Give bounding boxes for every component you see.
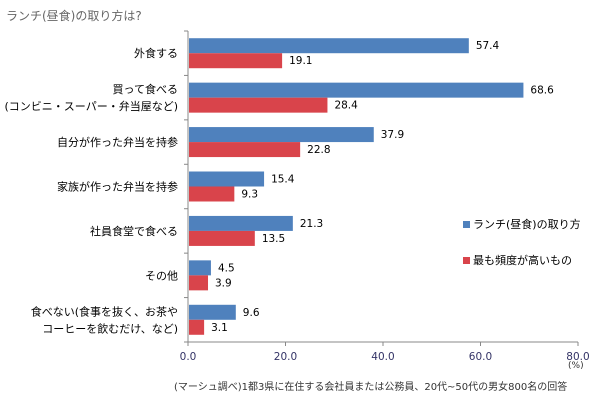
bar	[189, 319, 205, 335]
chart-title: ランチ(昼食)の取り方は?	[6, 9, 142, 23]
category-label: 家族が作った弁当を持参	[57, 180, 178, 194]
legend-swatch	[463, 220, 470, 228]
category-label: 食べない(食事を抜く、お茶や	[31, 304, 178, 318]
bar	[189, 97, 328, 113]
legend-item-series-1: ランチ(昼食)の取り方	[463, 216, 581, 232]
x-tick-label: 0.0	[180, 351, 197, 363]
category-label: 買って食べる	[113, 82, 178, 96]
x-tick-label: 20.0	[274, 351, 297, 363]
bar	[189, 260, 211, 276]
category-label: 自分が作った弁当を持参	[57, 135, 178, 149]
bar	[189, 53, 283, 69]
bar	[189, 38, 469, 54]
x-tick-label: 60.0	[469, 351, 492, 363]
legend-label: 最も頻度が高いもの	[473, 254, 572, 267]
legend-label: ランチ(昼食)の取り方	[473, 218, 581, 231]
data-label: 3.9	[215, 277, 232, 289]
data-label: 22.8	[307, 144, 330, 156]
data-label: 28.4	[334, 100, 358, 112]
bar	[189, 215, 293, 231]
category-label: 社員食堂で食べる	[90, 224, 178, 238]
x-tick-label: 40.0	[371, 351, 394, 363]
data-label: 4.5	[218, 262, 235, 274]
category-label: その他	[145, 269, 178, 282]
bar	[189, 142, 301, 158]
category-label: (コンビニ・スーパー・弁当屋など)	[5, 99, 178, 113]
data-label: 19.1	[289, 55, 312, 67]
category-label: 外食する	[134, 46, 178, 60]
bar	[189, 275, 209, 291]
legend-item-series-2: 最も頻度が高いもの	[463, 252, 572, 268]
data-label: 57.4	[476, 40, 500, 52]
data-label: 13.5	[262, 233, 285, 245]
bar	[189, 304, 236, 320]
data-label: 37.9	[381, 129, 404, 141]
data-label: 21.3	[300, 218, 323, 230]
source-note: (マーシュ調べ)1都3県に在住する会社員または公務員、20代~50代の男女800…	[174, 382, 568, 393]
data-label: 15.4	[271, 174, 295, 186]
bar	[189, 171, 265, 187]
legend-swatch	[463, 256, 470, 264]
category-label: コーヒーを飲むだけ、など)	[42, 321, 178, 335]
bar	[189, 127, 374, 143]
x-unit: (%)	[568, 361, 584, 371]
data-label: 68.6	[530, 85, 554, 97]
bar	[189, 230, 255, 246]
bar	[189, 186, 235, 202]
bar	[189, 82, 524, 98]
data-label: 9.6	[243, 307, 260, 319]
data-label: 3.1	[211, 322, 228, 334]
data-label: 9.3	[241, 189, 258, 201]
x-tick-label: 80.0	[566, 351, 589, 363]
